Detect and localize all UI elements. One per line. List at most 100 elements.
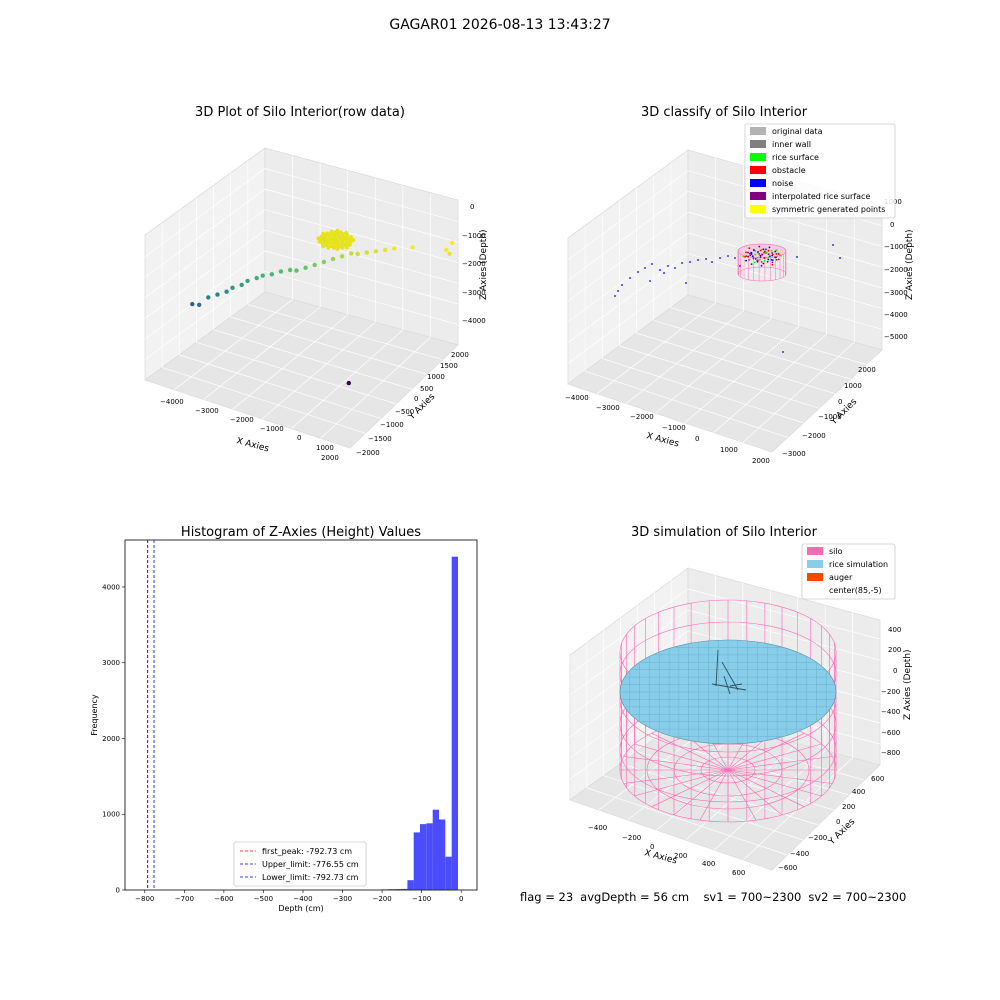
flag-readout: flag = 23 [520, 890, 574, 904]
panel4-xtick-1: −200 [622, 834, 641, 842]
data-point [444, 247, 449, 252]
classified-point [759, 254, 762, 257]
data-point [355, 251, 360, 257]
panel4-ztick-6: −800 [881, 749, 900, 757]
classified-point [753, 261, 756, 264]
gridline [196, 341, 397, 405]
panel3-x-ticks: −800 −700 −600 −500 −400 −300 −200 −100 0 [135, 890, 463, 903]
data-point [338, 230, 343, 235]
legend-label: noise [772, 179, 793, 188]
gridline [687, 609, 881, 661]
noise-point [689, 261, 691, 263]
x-tick-label: −300 [333, 895, 352, 903]
histogram-bar [451, 556, 458, 890]
panel1-ztick-0: 0 [470, 203, 474, 211]
legend-label: rice simulation [829, 560, 888, 569]
classified-point [757, 251, 759, 253]
panel1-ytick-0: −2000 [356, 449, 380, 457]
classified-point [763, 260, 766, 262]
noise-point [614, 295, 616, 297]
panel4-legend-frame [801, 543, 896, 600]
panel4-legend: silo rice simulation auger center(85,-5) [801, 543, 896, 600]
panel2-ztick-3: −2000 [884, 266, 908, 274]
gridline [567, 170, 689, 260]
gridline [567, 191, 689, 281]
gridline [232, 314, 348, 410]
panel2-legend-frame [744, 123, 896, 219]
legend-swatch [750, 153, 766, 161]
x-tick-label: −500 [254, 895, 273, 903]
noise-point [782, 351, 784, 353]
panel4-ztick-4: −400 [881, 708, 900, 716]
panel3-bars [382, 556, 458, 890]
gridline [264, 188, 459, 243]
noise-point [651, 263, 653, 265]
data-point [224, 289, 229, 294]
panel1-xtick-2: −2000 [230, 416, 254, 424]
x-tick-label: −800 [135, 895, 154, 903]
panel2-ztick-6: −5000 [884, 333, 908, 341]
panel2-xtick-0: −4000 [565, 394, 589, 402]
classified-point [771, 252, 774, 254]
noise-point [705, 258, 707, 260]
panel3-vlines [147, 540, 155, 890]
auger-line [723, 675, 731, 695]
gridline [620, 763, 819, 826]
avg-depth-readout: avgDepth = 56 cm [580, 890, 690, 904]
panel4-zlabel: Z Axies (Depth) [903, 649, 913, 720]
panel1-xtick-6: 2000 [321, 454, 339, 462]
panel-histogram: Histogram of Z-Axies (Height) Values −80… [90, 525, 478, 913]
panel3-legend-frame [233, 841, 367, 887]
panel4-gridlines [569, 575, 881, 861]
panel4-ytick-4: 200 [842, 803, 855, 811]
panel1-ytick-7: 1500 [440, 362, 458, 370]
classified-point [763, 251, 765, 254]
y-tick-label: 4000 [102, 583, 120, 591]
data-point [329, 229, 334, 234]
panel1-ytick-4: 0 [414, 395, 418, 403]
noise-point [629, 277, 631, 279]
data-point [373, 249, 379, 254]
classified-point [749, 252, 751, 255]
data-point [197, 302, 202, 307]
gridline [586, 787, 788, 856]
data-point [410, 245, 415, 250]
x-tick-label: −700 [175, 895, 194, 903]
gridline [144, 168, 266, 257]
classified-point [744, 255, 746, 258]
gridline [320, 337, 431, 439]
data-point [450, 240, 455, 245]
classified-point [767, 249, 770, 252]
noise-point [663, 272, 665, 274]
panel4-xtick-4: 400 [702, 860, 715, 868]
noise-point [685, 282, 687, 284]
data-point [190, 301, 195, 307]
data-point [316, 236, 321, 241]
classified-point [767, 258, 770, 261]
legend-swatch [750, 192, 766, 200]
data-point [321, 259, 327, 265]
panel4-xtick-3: 200 [674, 852, 687, 860]
classified-point [780, 255, 783, 257]
gridline [567, 232, 689, 323]
gridline [144, 188, 266, 278]
panel4-ytick-2: −200 [808, 834, 827, 842]
gridline [685, 743, 798, 841]
panel3-xlabel: Depth (cm) [278, 904, 323, 913]
gridline [585, 370, 788, 438]
classified-point [766, 261, 769, 263]
gridline [144, 209, 266, 298]
classified-point [774, 250, 777, 253]
legend-label: center(85,-5) [829, 586, 882, 595]
gridline [264, 209, 459, 264]
data-point [294, 268, 299, 273]
noise-point [667, 265, 669, 267]
panel1-ztick-4: −4000 [462, 317, 486, 325]
x-tick-label: −600 [214, 895, 233, 903]
classified-point [768, 246, 771, 249]
legend-label: auger [829, 573, 853, 582]
histogram-bar [407, 880, 414, 890]
gridline [670, 307, 867, 365]
figure-title: GAGAR01 2026-08-13 13:43:27 [389, 17, 611, 33]
data-point [303, 265, 308, 270]
